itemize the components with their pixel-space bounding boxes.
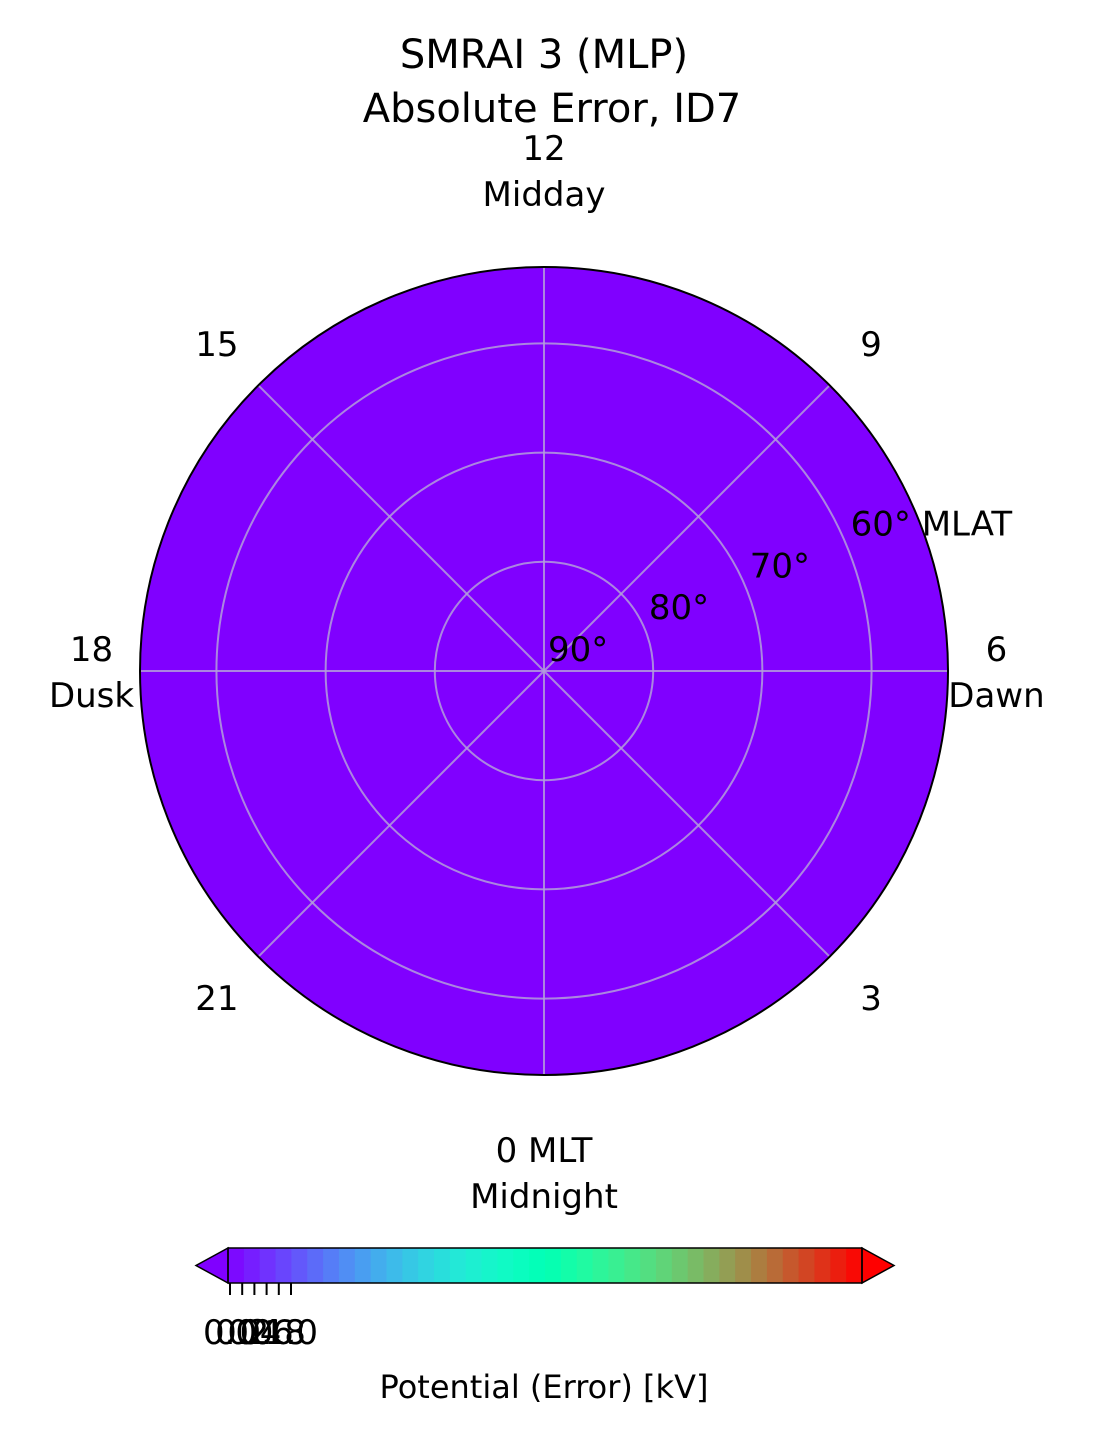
colorbar-extend-min — [194, 1246, 229, 1285]
colorbar-segment — [751, 1248, 768, 1283]
colorbar-segment — [608, 1248, 625, 1283]
colorbar-segment — [624, 1248, 641, 1283]
colorbar-segment — [640, 1248, 657, 1283]
colorbar: 0.00.20.40.60.81.0 — [194, 1246, 896, 1353]
colorbar-segment — [338, 1248, 356, 1283]
colorbar-segment — [370, 1248, 388, 1283]
colorbar-segment — [481, 1248, 499, 1283]
mlt-label-3: 3 — [860, 979, 882, 1019]
mlt-label-15: 15 — [195, 325, 238, 365]
mlt-label-hour: 18 — [70, 630, 113, 670]
colorbar-segment — [259, 1248, 277, 1283]
mlt-label-18: 18 Dusk — [49, 630, 134, 716]
colorbar-segment — [291, 1248, 308, 1283]
mlt-label-hour: 6 — [986, 630, 1008, 670]
colorbar-segment — [687, 1248, 705, 1283]
colorbar-segment — [671, 1248, 689, 1283]
colorbar-segment — [513, 1248, 530, 1283]
lat-ring — [215, 342, 873, 1000]
chart-title-line1: SMRAI 3 (MLP) — [400, 32, 688, 78]
mlt-gridline — [543, 670, 831, 958]
colorbar-segment — [814, 1248, 831, 1283]
mlt-label-name: Dusk — [49, 676, 134, 716]
colorbar-segment — [782, 1248, 800, 1283]
colorbar-segment — [275, 1248, 292, 1283]
colorbar-segment — [529, 1248, 546, 1283]
colorbar-segment — [576, 1248, 594, 1283]
colorbar-segment — [655, 1248, 673, 1283]
chart-title-line2: Absolute Error, ID7 — [363, 86, 742, 132]
colorbar-segment — [465, 1248, 483, 1283]
colorbar-tick-label: 0.2 — [215, 1313, 269, 1353]
colorbar-segment — [434, 1248, 451, 1283]
colorbar-segment — [418, 1248, 435, 1283]
mlt-label-hour: 9 — [860, 325, 882, 365]
mlt-label-12: 12 Midday — [483, 129, 606, 215]
colorbar-frame — [227, 1247, 863, 1284]
colorbar-segment — [354, 1248, 372, 1283]
lat-label: 90° — [548, 630, 608, 670]
mlt-label-hour: 0 MLT — [496, 1131, 593, 1171]
mlt-gridline — [257, 670, 545, 958]
colorbar-tick-label: 0.6 — [240, 1313, 294, 1353]
mlt-label-9: 9 — [860, 325, 882, 365]
mlt-label-name: Midnight — [470, 1177, 618, 1217]
colorbar-segment — [497, 1248, 514, 1283]
lat-ring — [324, 451, 764, 891]
colorbar-extend-max — [861, 1246, 896, 1285]
colorbar-segment — [545, 1248, 562, 1283]
colorbar-segment — [766, 1248, 784, 1283]
lat-label: 70° — [750, 546, 810, 586]
colorbar-tick-label: 0.0 — [203, 1313, 257, 1353]
colorbar-segment — [402, 1248, 419, 1283]
colorbar-segment — [798, 1248, 816, 1283]
mlt-label-21: 21 — [195, 979, 238, 1019]
mlt-label-name: Midday — [483, 175, 606, 215]
colorbar-segment — [228, 1248, 245, 1283]
polar-plot: 90° 80° 70° 60° MLAT — [139, 266, 1013, 1076]
colorbar-segment — [592, 1248, 609, 1283]
colorbar-tick-label: 0.4 — [227, 1313, 281, 1353]
mlt-label-hour: 12 — [522, 129, 565, 169]
colorbar-tick-label: 1.0 — [264, 1313, 318, 1353]
colorbar-segment — [323, 1248, 340, 1283]
mlt-label-name: Dawn — [948, 676, 1044, 716]
colorbar-segment — [243, 1248, 261, 1283]
colorbar-label: Potential (Error) [kV] — [380, 1368, 709, 1406]
polar-boundary — [139, 266, 949, 1076]
colorbar-segment — [735, 1248, 752, 1283]
colorbar-segment — [307, 1248, 324, 1283]
mlt-label-group: 12 Midday 9 6 Dawn 3 0 MLT Midnight 21 18 Dusk 15 — [49, 129, 1045, 1217]
lat-label: 60° MLAT — [851, 505, 1013, 545]
mlt-label-hour: 21 — [195, 979, 238, 1019]
mlt-gridline — [543, 384, 831, 672]
colorbar-segment — [719, 1248, 736, 1283]
lat-label: 80° — [649, 588, 709, 628]
colorbar-segment — [386, 1248, 403, 1283]
colorbar-tick-label: 0.8 — [252, 1313, 306, 1353]
lat-ring — [433, 560, 655, 782]
mlt-label-hour: 3 — [860, 979, 882, 1019]
colorbar-segment — [846, 1248, 863, 1283]
mlt-label-0: 0 MLT Midnight — [470, 1131, 618, 1217]
colorbar-segment — [560, 1248, 578, 1283]
mlt-label-hour: 15 — [195, 325, 238, 365]
mlt-gridline — [257, 384, 545, 672]
colorbar-segment — [830, 1248, 847, 1283]
colorbar-segment — [449, 1248, 467, 1283]
mlt-label-6: 6 Dawn — [948, 630, 1044, 716]
colorbar-segment — [703, 1248, 720, 1283]
